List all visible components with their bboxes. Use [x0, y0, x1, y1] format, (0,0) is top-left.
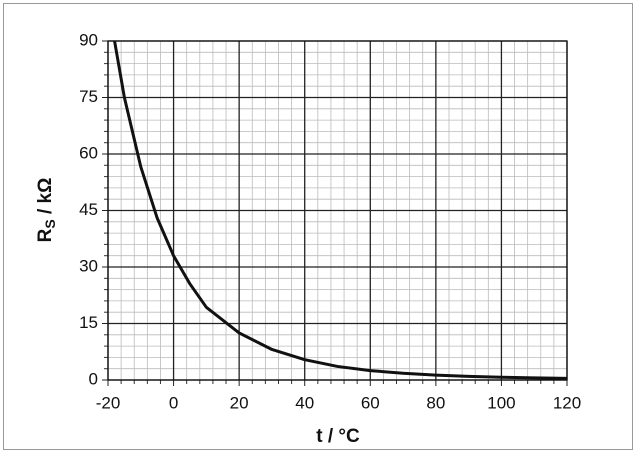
x-tick-label: 0 [169, 393, 178, 412]
y-tick-label: 45 [79, 200, 98, 219]
y-tick-label: 90 [79, 30, 98, 49]
y-tick-label: 15 [79, 313, 98, 332]
y-tick-label: 60 [79, 143, 98, 162]
y-tick-label: 0 [89, 369, 98, 388]
y-label-rest: / kΩ [35, 178, 56, 220]
y-tick-label: 75 [79, 87, 98, 106]
curve [113, 40, 568, 380]
plot-border [107, 40, 568, 381]
y-label-main: R [35, 228, 56, 242]
x-tick-label: -20 [96, 393, 121, 412]
y-axis-label: RS / kΩ [35, 178, 58, 243]
x-tick-label: 80 [426, 393, 445, 412]
x-tick-label: 20 [230, 393, 249, 412]
y-label-sub: S [42, 219, 58, 228]
y-tick-label: 30 [79, 256, 98, 275]
x-axis-label: t / °C [316, 426, 360, 447]
x-tick-label: 100 [487, 393, 515, 412]
x-tick-label: 40 [295, 393, 314, 412]
x-tick-label: 120 [553, 393, 581, 412]
x-tick-label: 60 [361, 393, 380, 412]
